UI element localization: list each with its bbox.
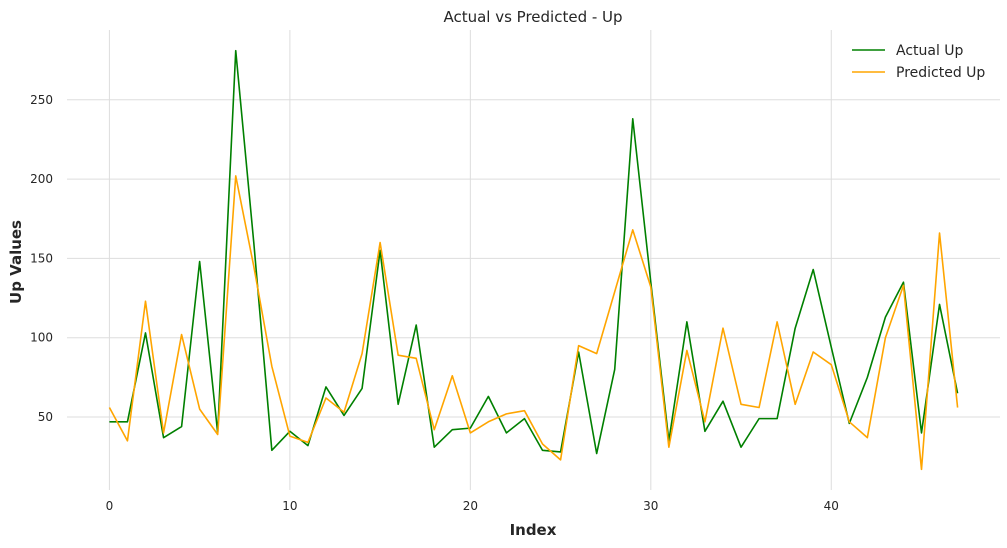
- y-tick-label: 150: [30, 251, 53, 265]
- x-axis-label: Index: [510, 521, 557, 539]
- y-tick-label: 250: [30, 93, 53, 107]
- x-tick-label: 0: [106, 499, 114, 513]
- x-tick-label: 40: [824, 499, 839, 513]
- legend-label: Predicted Up: [896, 65, 985, 81]
- series-line-actual: [109, 49, 959, 455]
- y-tick-label: 50: [38, 410, 53, 424]
- series-layer: [108, 49, 959, 471]
- legend: Actual Up Predicted Up: [852, 43, 985, 81]
- legend-label: Actual Up: [896, 43, 964, 59]
- y-tick-label: 100: [30, 331, 53, 345]
- y-axis-label: Up Values: [7, 220, 25, 304]
- x-tick-label: 10: [282, 499, 297, 513]
- tick-layer: 0 10 20 30 40 50 100 150 200 250: [30, 93, 839, 513]
- chart-title: Actual vs Predicted - Up: [443, 8, 622, 26]
- x-tick-label: 30: [643, 499, 658, 513]
- series-line-predicted: [108, 175, 959, 471]
- x-tick-label: 20: [463, 499, 478, 513]
- grid-layer: [67, 30, 1000, 490]
- y-tick-label: 200: [30, 172, 53, 186]
